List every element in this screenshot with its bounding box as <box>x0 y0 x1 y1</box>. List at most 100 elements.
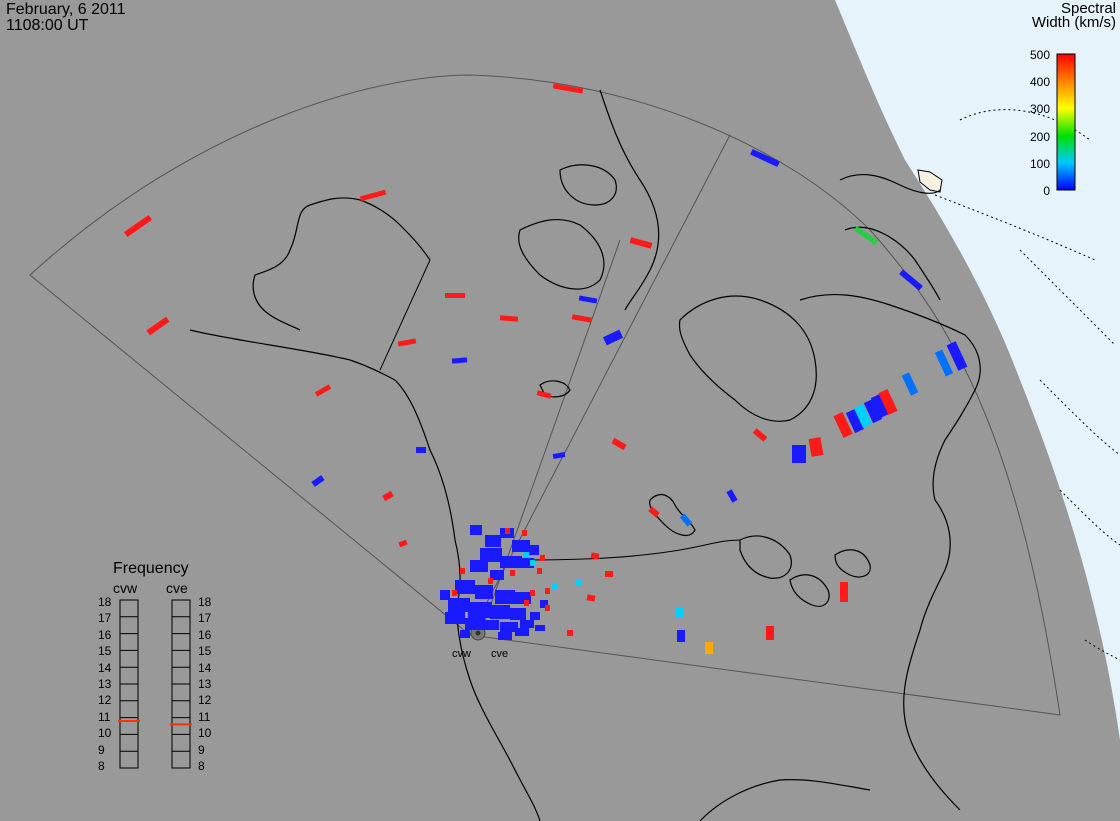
echo-cell <box>520 558 534 568</box>
echo-cell <box>677 630 685 642</box>
echo-cell <box>452 590 457 596</box>
echo-cell <box>530 560 535 566</box>
frequency-scale-label-right: 9 <box>198 742 205 757</box>
frequency-gauges <box>118 599 192 769</box>
echo-cell <box>870 393 890 419</box>
frequency-scale-label-right: 12 <box>198 693 212 708</box>
echo-cell <box>525 545 539 555</box>
echo-cell <box>540 555 545 561</box>
echo-cell <box>853 403 873 429</box>
frequency-title: Frequency <box>113 560 189 577</box>
echo-cell <box>766 626 774 640</box>
echo-cell <box>537 568 542 574</box>
echo-cell <box>752 428 768 442</box>
echo-cell <box>840 582 848 602</box>
echo-cell <box>878 389 898 415</box>
echo-cell <box>750 148 780 168</box>
frequency-scale-label-left: 13 <box>98 677 112 691</box>
frequency-scale-label-right: 14 <box>198 660 212 675</box>
echo-cell <box>495 590 515 604</box>
daylight-region <box>835 0 1120 740</box>
colorbar-tick-label: 300 <box>1029 102 1050 117</box>
echo-cell <box>648 506 660 518</box>
echo-cell <box>726 489 738 503</box>
echo-cell <box>536 390 552 399</box>
echo-cell <box>515 628 529 636</box>
echo-cell <box>505 528 510 534</box>
frequency-scale-label-right: 16 <box>198 627 212 642</box>
echo-cell <box>705 642 713 654</box>
date-label: February, 6 2011 <box>6 1 126 18</box>
greenland-tip <box>917 169 943 193</box>
echo-cell <box>475 585 493 599</box>
frequency-scale-label-left: 12 <box>98 693 112 708</box>
frequency-scale-label-right: 15 <box>198 644 212 659</box>
echo-cell <box>480 548 502 562</box>
echo-cell <box>397 338 417 347</box>
echo-cell <box>679 513 693 527</box>
colorbar-tick-label: 100 <box>1029 156 1050 171</box>
echo-cell <box>465 618 485 630</box>
echo-cell <box>311 475 325 487</box>
radar-label-cve: cve <box>491 648 509 660</box>
colorbar <box>1056 53 1076 191</box>
cve-column-label: cve <box>166 580 188 596</box>
colorbar-title-line2: Width (km/s) <box>1031 14 1116 31</box>
echo-cell <box>398 539 408 548</box>
echo-cell <box>552 583 557 589</box>
echo-cell <box>946 341 968 371</box>
frequency-scale-label-left: 18 <box>98 595 112 609</box>
echo-cell <box>455 580 475 594</box>
frequency-scale-label-left: 11 <box>98 709 111 724</box>
echo-cell <box>899 269 923 291</box>
colorbar-tick-label: 200 <box>1029 129 1050 144</box>
echo-cell <box>490 605 510 619</box>
echo-cell <box>448 598 470 612</box>
echo-cell <box>571 314 593 323</box>
echo-cell <box>485 535 501 547</box>
frequency-scale-label-left: 9 <box>98 742 105 757</box>
echo-cell <box>605 571 613 577</box>
frequency-scale-label-left: 16 <box>98 627 112 642</box>
frequency-scale-label-right: 8 <box>198 759 205 773</box>
colorbar-tick-label: 400 <box>1029 75 1050 90</box>
echo-cell <box>675 608 683 618</box>
echo-cell <box>146 316 170 336</box>
echo-cell <box>545 605 550 611</box>
frequency-scale-label-right: 18 <box>198 595 212 609</box>
time-label: 1108:00 UT <box>6 17 89 34</box>
frequency-scale-label-right: 13 <box>198 677 212 691</box>
echo-cell <box>510 608 526 620</box>
echo-cell <box>833 412 853 438</box>
colorbar-title-line1: Spectral <box>1060 0 1116 17</box>
echo-cell <box>530 590 535 596</box>
echo-cell <box>567 630 573 636</box>
echo-cell <box>382 490 394 502</box>
frequency-scale-label-left: 15 <box>98 644 112 659</box>
frequency-scale-label-left: 10 <box>98 726 112 741</box>
echo-cell <box>522 530 527 536</box>
echo-cell <box>578 295 598 304</box>
coastlines <box>189 89 981 821</box>
echo-cell <box>845 408 865 434</box>
echo-cell <box>535 625 545 631</box>
echo-cell <box>629 237 653 249</box>
frequency-scale-label-left: 17 <box>98 611 112 626</box>
echo-cell <box>853 225 879 246</box>
echo-cell <box>576 580 581 586</box>
frequency-scale-label-right: 10 <box>198 726 212 741</box>
echo-cells <box>123 83 968 654</box>
echo-cell <box>552 83 584 94</box>
echo-cell <box>520 620 534 628</box>
frequency-scale-label-left: 14 <box>98 660 112 675</box>
echo-cell <box>460 630 470 638</box>
echo-cell <box>901 372 919 396</box>
echo-cell <box>440 590 450 600</box>
frequency-scale-label-left: 8 <box>98 759 105 773</box>
borders <box>379 259 741 561</box>
echo-cell <box>359 189 387 202</box>
echo-cell <box>524 552 529 558</box>
colorbar-tick-label: 500 <box>1029 48 1050 62</box>
frequency-scale-label-right: 11 <box>198 709 211 724</box>
